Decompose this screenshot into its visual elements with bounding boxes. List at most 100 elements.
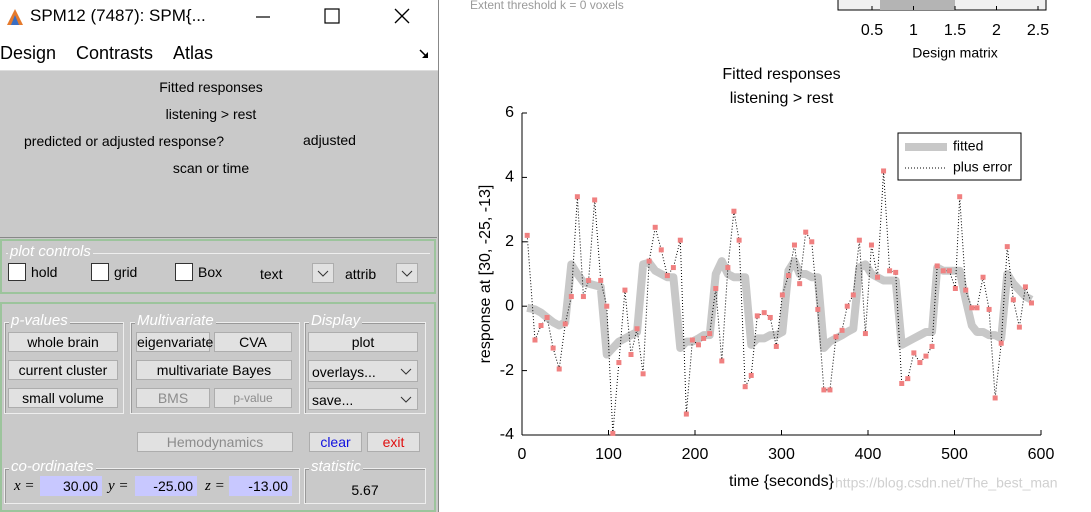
data-point bbox=[905, 376, 911, 382]
button[interactable]: plot bbox=[308, 332, 418, 352]
data-point bbox=[598, 277, 604, 283]
button[interactable]: CVA bbox=[214, 332, 292, 352]
data-point bbox=[797, 281, 803, 287]
data-point bbox=[719, 358, 725, 364]
data-point bbox=[670, 265, 676, 271]
answer[interactable]: adjusted bbox=[303, 132, 356, 148]
data-point bbox=[969, 305, 975, 311]
x-tick-label: 600 bbox=[1028, 446, 1055, 463]
dock-icon[interactable] bbox=[418, 48, 430, 60]
button[interactable]: clear bbox=[309, 432, 362, 452]
data-point bbox=[725, 265, 731, 271]
data-point bbox=[998, 340, 1004, 346]
statistic-value: 5.67 bbox=[351, 482, 379, 498]
data-point bbox=[893, 269, 899, 275]
data-point bbox=[963, 287, 969, 293]
plot-controls-group: plot controls bbox=[6, 243, 430, 289]
menu-item[interactable]: Atlas bbox=[173, 43, 214, 63]
button[interactable]: whole brain bbox=[8, 332, 118, 352]
data-point bbox=[748, 372, 754, 378]
checkbox[interactable] bbox=[91, 263, 109, 281]
checkbox[interactable] bbox=[175, 263, 193, 281]
group-title: Multivariate bbox=[135, 312, 216, 329]
checkbox[interactable] bbox=[8, 263, 26, 281]
coord-input[interactable]: -13.00 bbox=[229, 476, 292, 496]
data-point bbox=[980, 274, 986, 280]
data-point bbox=[574, 194, 580, 200]
data-point bbox=[580, 294, 586, 300]
data-point bbox=[899, 380, 905, 386]
checkbox-label: Box bbox=[198, 264, 223, 280]
data-point bbox=[1004, 244, 1010, 250]
display-group: Display bbox=[304, 312, 426, 414]
dropdown[interactable]: overlays... bbox=[308, 360, 418, 382]
data-point bbox=[881, 168, 887, 174]
data-point bbox=[562, 321, 568, 327]
data-point bbox=[803, 229, 809, 235]
coord-label: z = bbox=[205, 478, 225, 494]
legend-box bbox=[897, 132, 1022, 181]
data-point bbox=[911, 350, 917, 356]
data-point bbox=[1010, 297, 1016, 303]
heading: Fitted responses bbox=[159, 79, 263, 95]
x-tick-label: 1.5 bbox=[944, 22, 966, 39]
data-point bbox=[862, 331, 868, 337]
dropdown[interactable]: save... bbox=[308, 388, 418, 410]
group-title: statistic bbox=[309, 458, 364, 475]
button[interactable]: multivariate Bayes bbox=[136, 360, 292, 380]
prompt: scan or time bbox=[172, 160, 250, 176]
data-point bbox=[550, 345, 556, 351]
button[interactable]: current cluster bbox=[8, 360, 118, 380]
app-icon bbox=[7, 9, 23, 25]
data-point bbox=[634, 326, 640, 332]
data-point bbox=[742, 384, 748, 390]
chart-title: Fitted responses bbox=[722, 66, 840, 83]
data-point bbox=[586, 277, 592, 283]
data-point bbox=[640, 371, 646, 377]
group-title: plot controls bbox=[8, 243, 93, 260]
dropdown[interactable] bbox=[312, 263, 334, 283]
data-point bbox=[821, 387, 827, 393]
x-tick-label: 1 bbox=[909, 22, 918, 39]
button[interactable]: eigenvariate bbox=[136, 332, 214, 352]
data-point bbox=[628, 352, 634, 357]
interactive-panel: Fitted responses listening > rest predic… bbox=[0, 71, 437, 238]
dropdown-label: attrib bbox=[345, 266, 377, 282]
menu-item[interactable]: Design bbox=[0, 43, 57, 63]
data-point bbox=[616, 360, 622, 366]
data-point bbox=[917, 360, 923, 366]
y-tick-label: -2 bbox=[500, 362, 514, 379]
data-point bbox=[664, 273, 670, 279]
x-tick-label: 500 bbox=[941, 446, 968, 463]
dropdown[interactable] bbox=[396, 263, 418, 283]
y-tick-label: 6 bbox=[505, 104, 514, 121]
y-tick-label: 4 bbox=[505, 169, 514, 186]
series-line bbox=[526, 257, 1034, 359]
menu-item[interactable]: Contrasts bbox=[76, 43, 154, 63]
checkbox-label: grid bbox=[114, 264, 138, 280]
data-point bbox=[1016, 324, 1022, 330]
data-point bbox=[839, 327, 845, 333]
design-matrix-column bbox=[880, 0, 955, 10]
data-point bbox=[695, 342, 701, 348]
x-tick-label: 0.5 bbox=[861, 22, 883, 39]
data-point bbox=[779, 292, 785, 298]
plot-controls-frame: plot controls hold grid Box text attrib bbox=[0, 239, 436, 294]
data-point bbox=[946, 268, 952, 274]
button[interactable]: exit bbox=[367, 432, 420, 452]
button[interactable]: small volume bbox=[8, 388, 118, 408]
data-point bbox=[827, 387, 833, 393]
data-point bbox=[868, 242, 874, 248]
coordinates-group: co-ordinates bbox=[4, 458, 300, 504]
coord-input[interactable]: 30.00 bbox=[40, 476, 102, 496]
coord-input[interactable]: -25.00 bbox=[135, 476, 197, 496]
button[interactable]: Hemodynamics bbox=[137, 432, 293, 452]
data-point bbox=[622, 287, 628, 293]
y-tick-label: 2 bbox=[505, 233, 514, 250]
data-point bbox=[713, 285, 719, 291]
data-point bbox=[538, 323, 544, 329]
window-controls[interactable] bbox=[250, 0, 438, 34]
data-point bbox=[940, 268, 946, 274]
window-title: SPM12 (7487): SPM{... bbox=[30, 6, 206, 25]
